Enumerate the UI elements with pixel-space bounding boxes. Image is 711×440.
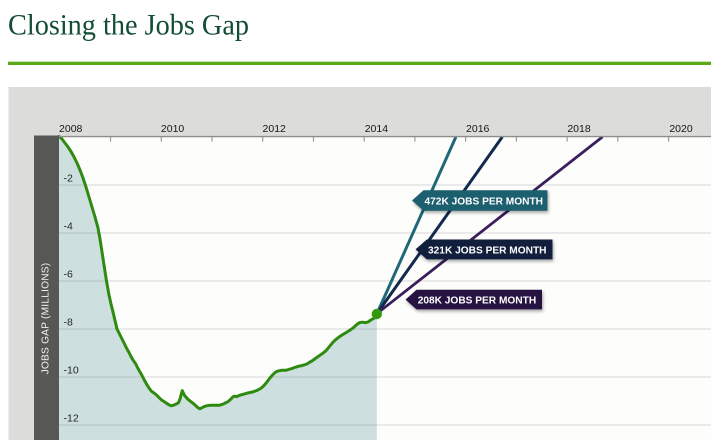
- svg-text:-6: -6: [64, 269, 73, 281]
- svg-text:-2: -2: [64, 173, 73, 185]
- svg-text:2014: 2014: [365, 123, 389, 135]
- svg-text:208K JOBS PER MONTH: 208K JOBS PER MONTH: [418, 295, 537, 306]
- svg-text:472K JOBS PER MONTH: 472K JOBS PER MONTH: [425, 196, 544, 207]
- svg-text:-8: -8: [64, 317, 73, 329]
- svg-text:2020: 2020: [669, 123, 693, 135]
- svg-text:-10: -10: [64, 365, 79, 377]
- svg-text:2018: 2018: [567, 123, 591, 135]
- svg-text:-12: -12: [64, 413, 79, 425]
- svg-text:2012: 2012: [263, 123, 287, 135]
- svg-text:321K JOBS PER MONTH: 321K JOBS PER MONTH: [428, 245, 547, 256]
- svg-text:-4: -4: [64, 221, 73, 233]
- svg-text:Closing the Jobs Gap: Closing the Jobs Gap: [8, 9, 249, 41]
- svg-text:2010: 2010: [161, 123, 185, 135]
- svg-text:JOBS GAP (MILLIONS): JOBS GAP (MILLIONS): [40, 263, 51, 375]
- svg-text:2016: 2016: [466, 123, 490, 135]
- svg-text:2008: 2008: [59, 123, 83, 135]
